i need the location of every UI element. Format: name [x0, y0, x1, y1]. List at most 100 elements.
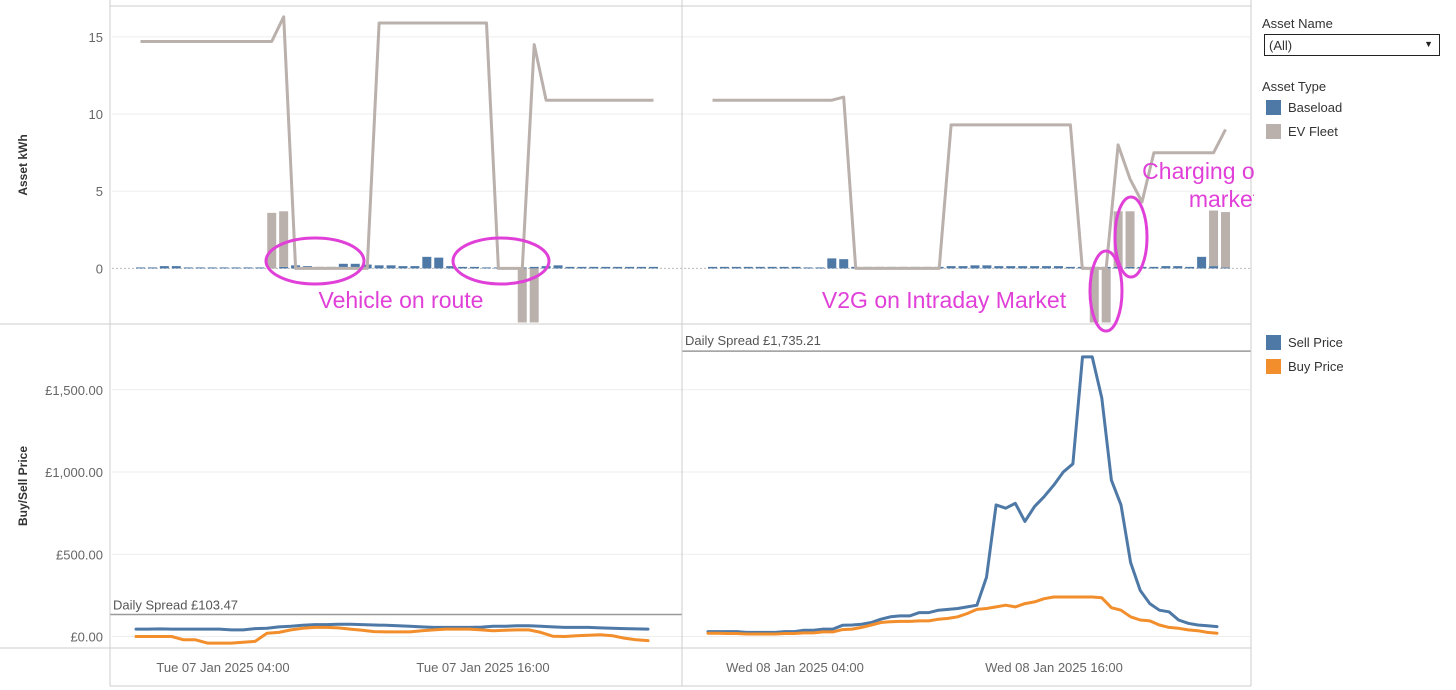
asset-name-dropdown[interactable]: (All) ▼ [1264, 34, 1440, 56]
bar-baseload-p1-9 [815, 267, 825, 269]
bar-baseload-p0-41 [625, 266, 635, 269]
annotation-circle-route-1 [264, 236, 366, 286]
bar-baseload-p1-29 [1053, 266, 1063, 269]
side-panel: Asset Name (All) ▼ Asset Type Baseload E… [1254, 0, 1456, 690]
annotation-circle-route-2 [451, 236, 551, 286]
bar-baseload-p1-20 [946, 266, 956, 269]
bar-baseload-p0-37 [577, 266, 587, 269]
bar-ev-fleet-p1-43 [1220, 212, 1230, 268]
bar-ev-fleet-p1-42 [1209, 210, 1219, 267]
legend-swatch-buy-price [1266, 358, 1281, 374]
y-tick-label-top-0: 0 [96, 261, 103, 276]
bar-baseload-p1-4 [755, 266, 765, 269]
bar-baseload-p1-11 [839, 259, 849, 269]
reference-label-p1: Daily Spread £1,735.21 [685, 333, 821, 348]
bar-baseload-p0-4 [183, 267, 193, 269]
bar-baseload-p1-25 [1006, 266, 1016, 269]
bar-baseload-p1-8 [803, 267, 813, 269]
bar-ev-fleet-p1-32 [1089, 268, 1099, 323]
bar-baseload-p0-25 [434, 257, 444, 269]
line-buy-price-p1 [706, 595, 1219, 636]
legend-item-sell-price[interactable]: Sell Price [1266, 333, 1343, 351]
bar-baseload-p0-22 [398, 266, 408, 269]
asset-name-filter-title: Asset Name [1262, 16, 1333, 31]
bar-ev-fleet-p0-11 [267, 212, 277, 269]
bar-baseload-p0-7 [219, 267, 229, 269]
y-axis-title-bottom: Buy/Sell Price [16, 446, 30, 526]
bar-baseload-p0-24 [422, 256, 432, 269]
bar-baseload-p0-20 [374, 265, 384, 269]
bar-baseload-p1-35 [1125, 266, 1135, 269]
legend-label-ev-fleet: EV Fleet [1288, 123, 1338, 139]
bar-ev-fleet-p0-12 [279, 211, 289, 267]
bar-baseload-p0-26 [446, 266, 456, 269]
x-tick-label-1: Tue 07 Jan 2025 16:00 [416, 660, 549, 675]
x-tick-label-3: Wed 08 Jan 2025 16:00 [985, 660, 1123, 675]
chevron-down-icon[interactable]: ▼ [1424, 39, 1433, 49]
annotation-circle-charging [1113, 195, 1149, 279]
bar-baseload-p1-5 [767, 266, 777, 269]
bar-baseload-p0-23 [410, 266, 420, 269]
dashboard-chart: Daily Spread £103.47 Daily Spread £1,735.… [0, 0, 1254, 687]
legend-label-sell-price: Sell Price [1288, 334, 1343, 350]
bar-baseload-p0-28 [470, 266, 480, 269]
legend-swatch-sell-price [1266, 334, 1281, 350]
bar-ev-fleet-p1-35 [1125, 211, 1135, 267]
bar-baseload-p0-42 [637, 266, 647, 269]
bar-ev-fleet-p1-34 [1113, 211, 1123, 267]
bar-baseload-p0-1 [147, 267, 157, 269]
x-tick-label-2: Wed 08 Jan 2025 04:00 [726, 660, 864, 675]
annotation-circle-v2g [1088, 249, 1124, 333]
line-ev-fleet-p0 [140, 15, 654, 270]
bar-baseload-p1-10 [827, 258, 837, 269]
bar-baseload-p0-18 [350, 263, 360, 269]
bar-baseload-p1-40 [1185, 266, 1195, 269]
bar-ev-fleet-p0-32 [517, 268, 527, 323]
reference-label-p0: Daily Spread £103.47 [113, 597, 238, 612]
bar-baseload-p1-39 [1173, 266, 1183, 269]
bar-baseload-p1-21 [958, 266, 968, 269]
legend-item-ev-fleet[interactable]: EV Fleet [1266, 122, 1338, 140]
asset-name-dropdown-value: (All) [1269, 38, 1293, 53]
y-tick-label-bottom-3: £1,500.00 [45, 383, 103, 398]
bar-baseload-p0-33 [529, 266, 539, 269]
bar-baseload-p0-21 [386, 265, 396, 269]
y-tick-label-bottom-2: £1,000.00 [45, 465, 103, 480]
annotation-label-charging-line-1: Charging on DA [1142, 158, 1254, 184]
bar-baseload-p1-23 [982, 265, 992, 269]
y-tick-label-bottom-1: £500.00 [56, 547, 103, 562]
legend-item-buy-price[interactable]: Buy Price [1266, 357, 1344, 375]
bar-baseload-p0-39 [601, 266, 611, 269]
bar-baseload-p0-38 [589, 266, 599, 269]
line-sell-price-p1 [706, 355, 1219, 634]
bar-baseload-p0-27 [458, 266, 468, 269]
bar-baseload-p0-3 [171, 266, 181, 269]
bar-baseload-p1-6 [779, 266, 789, 269]
y-axis-title-top: Asset kWh [16, 134, 30, 195]
bar-baseload-p0-35 [553, 265, 563, 269]
y-tick-label-top-3: 15 [89, 30, 103, 45]
bar-baseload-p1-42 [1209, 266, 1219, 269]
bar-baseload-p0-9 [243, 267, 253, 269]
bar-baseload-p0-43 [648, 266, 658, 269]
legend-label-baseload: Baseload [1288, 99, 1343, 115]
bar-baseload-p1-26 [1018, 266, 1028, 269]
bar-baseload-p1-38 [1161, 266, 1171, 269]
bar-baseload-p0-36 [565, 266, 575, 269]
bar-baseload-p1-30 [1065, 266, 1075, 269]
line-buy-price-p0 [134, 625, 650, 645]
bar-baseload-p1-41 [1197, 256, 1207, 269]
bar-baseload-p0-17 [338, 263, 348, 269]
bar-baseload-p0-29 [481, 267, 491, 269]
bar-baseload-p1-24 [994, 266, 1004, 269]
bar-baseload-p1-1 [719, 266, 729, 269]
legend-label-buy-price: Buy Price [1288, 358, 1344, 374]
bar-ev-fleet-p0-33 [529, 268, 539, 323]
bar-baseload-p1-22 [970, 265, 980, 269]
bar-baseload-p0-40 [613, 266, 623, 269]
asset-type-legend-title: Asset Type [1262, 79, 1327, 94]
bar-baseload-p0-10 [255, 267, 265, 269]
bar-baseload-p0-8 [231, 267, 241, 269]
legend-item-baseload[interactable]: Baseload [1266, 98, 1342, 116]
line-ev-fleet-p1 [712, 95, 1227, 270]
